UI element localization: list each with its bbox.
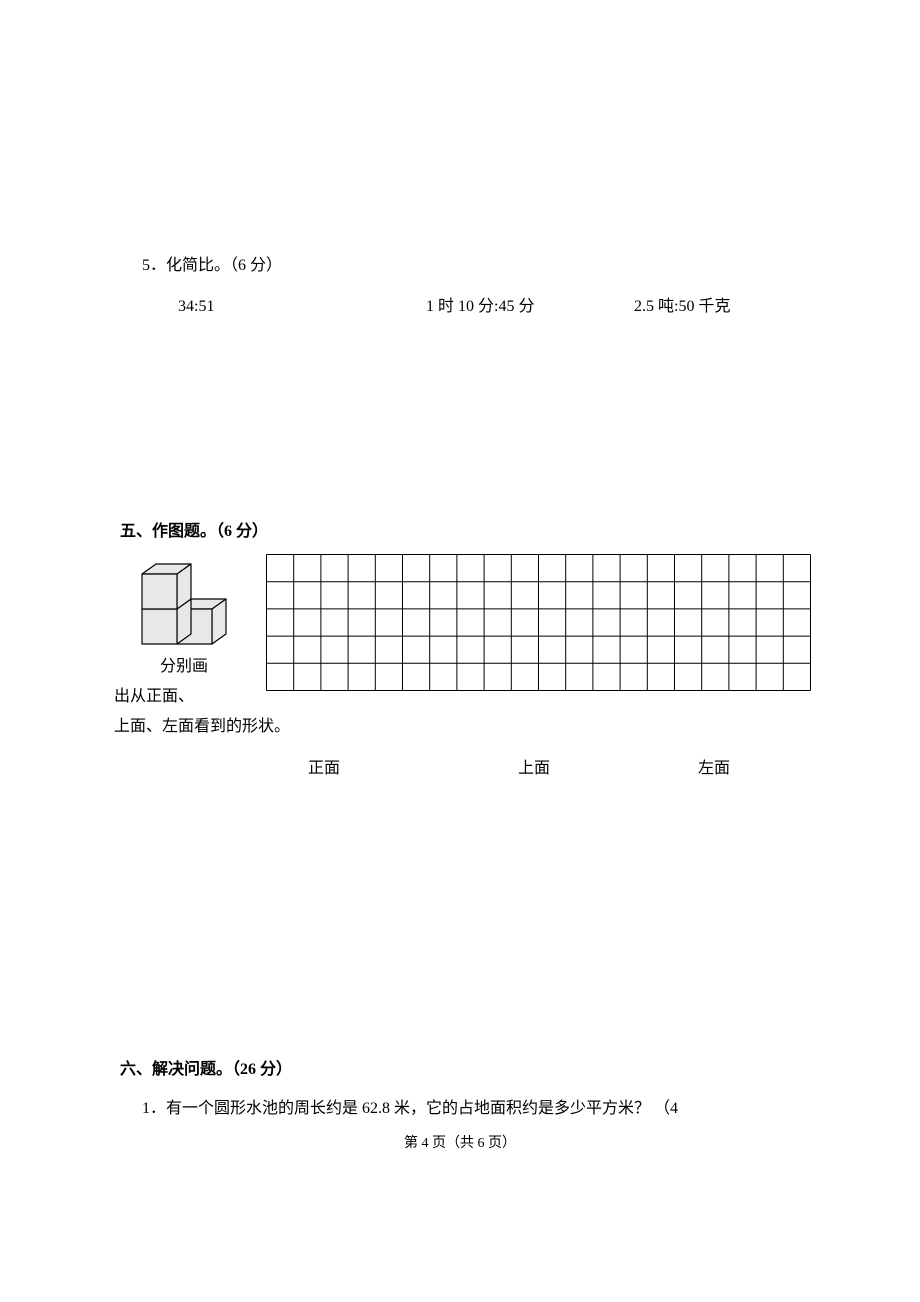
answer-grid: [266, 554, 812, 692]
draw-text-3: 上面、左面看到的形状。: [114, 712, 290, 742]
label-left: 左面: [698, 754, 730, 778]
draw-text-1: 分别画: [160, 652, 208, 682]
label-top: 上面: [518, 754, 550, 778]
page-number: 第 4 页（共 6 页）: [0, 1132, 920, 1152]
cube-figure: [138, 554, 258, 649]
section6-heading: 六、解决问题。（26 分）: [120, 1056, 800, 1085]
q5-item-b: 1 时 10 分:45 分: [426, 293, 634, 322]
draw-text-2: 出从正面、: [114, 682, 194, 712]
label-front: 正面: [308, 754, 340, 778]
q5-item-c: 2.5 吨:50 千克: [634, 293, 730, 322]
q5-title: 5．化简比。（6 分）: [142, 252, 800, 281]
q6-1: 1．有一个圆形水池的周长约是 62.8 米，它的占地面积约是多少平方米？ （4: [142, 1095, 800, 1124]
q5-item-a: 34:51: [178, 293, 426, 322]
q5-items: 34:51 1 时 10 分:45 分 2.5 吨:50 千克: [178, 293, 800, 322]
section5-heading: 五、作图题。（6 分）: [120, 518, 800, 547]
